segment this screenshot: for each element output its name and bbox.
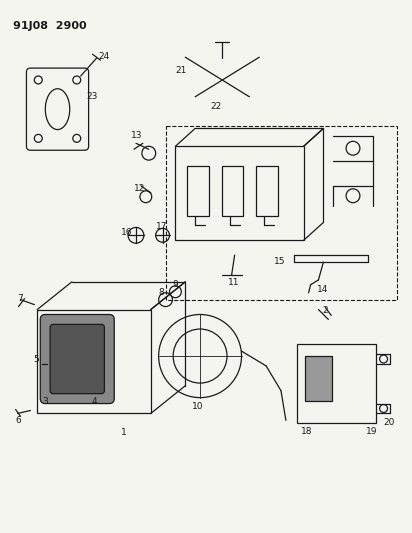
Bar bbox=[297, 344, 376, 423]
FancyBboxPatch shape bbox=[50, 325, 104, 394]
Bar bbox=[222, 166, 243, 215]
Text: 6: 6 bbox=[16, 416, 21, 425]
Bar bbox=[256, 166, 278, 215]
Text: 7: 7 bbox=[18, 294, 23, 303]
Text: 20: 20 bbox=[384, 418, 395, 427]
Text: 18: 18 bbox=[301, 427, 312, 437]
Text: 14: 14 bbox=[316, 285, 328, 294]
Text: 11: 11 bbox=[228, 278, 239, 287]
Bar bbox=[304, 356, 332, 401]
FancyBboxPatch shape bbox=[40, 314, 114, 403]
Bar bbox=[176, 146, 304, 240]
Text: 23: 23 bbox=[87, 92, 98, 101]
Text: 15: 15 bbox=[274, 257, 286, 266]
Text: 21: 21 bbox=[176, 66, 187, 75]
Text: 4: 4 bbox=[91, 397, 97, 406]
Text: 19: 19 bbox=[366, 427, 377, 437]
Text: 8: 8 bbox=[159, 288, 164, 297]
Text: 9: 9 bbox=[173, 280, 178, 289]
Text: 91J08  2900: 91J08 2900 bbox=[13, 21, 86, 30]
Text: 5: 5 bbox=[33, 354, 39, 364]
Bar bbox=[37, 310, 151, 414]
Text: 3: 3 bbox=[42, 397, 48, 406]
Text: 24: 24 bbox=[98, 52, 110, 61]
Bar bbox=[166, 126, 398, 300]
Text: 16: 16 bbox=[121, 229, 133, 237]
Text: 13: 13 bbox=[131, 132, 143, 140]
Text: 1: 1 bbox=[121, 429, 127, 437]
Bar bbox=[187, 166, 209, 215]
Text: 2: 2 bbox=[323, 305, 328, 314]
Text: 17: 17 bbox=[156, 222, 167, 231]
Text: 22: 22 bbox=[210, 102, 221, 111]
Text: 12: 12 bbox=[134, 184, 145, 193]
Text: 10: 10 bbox=[192, 401, 204, 410]
